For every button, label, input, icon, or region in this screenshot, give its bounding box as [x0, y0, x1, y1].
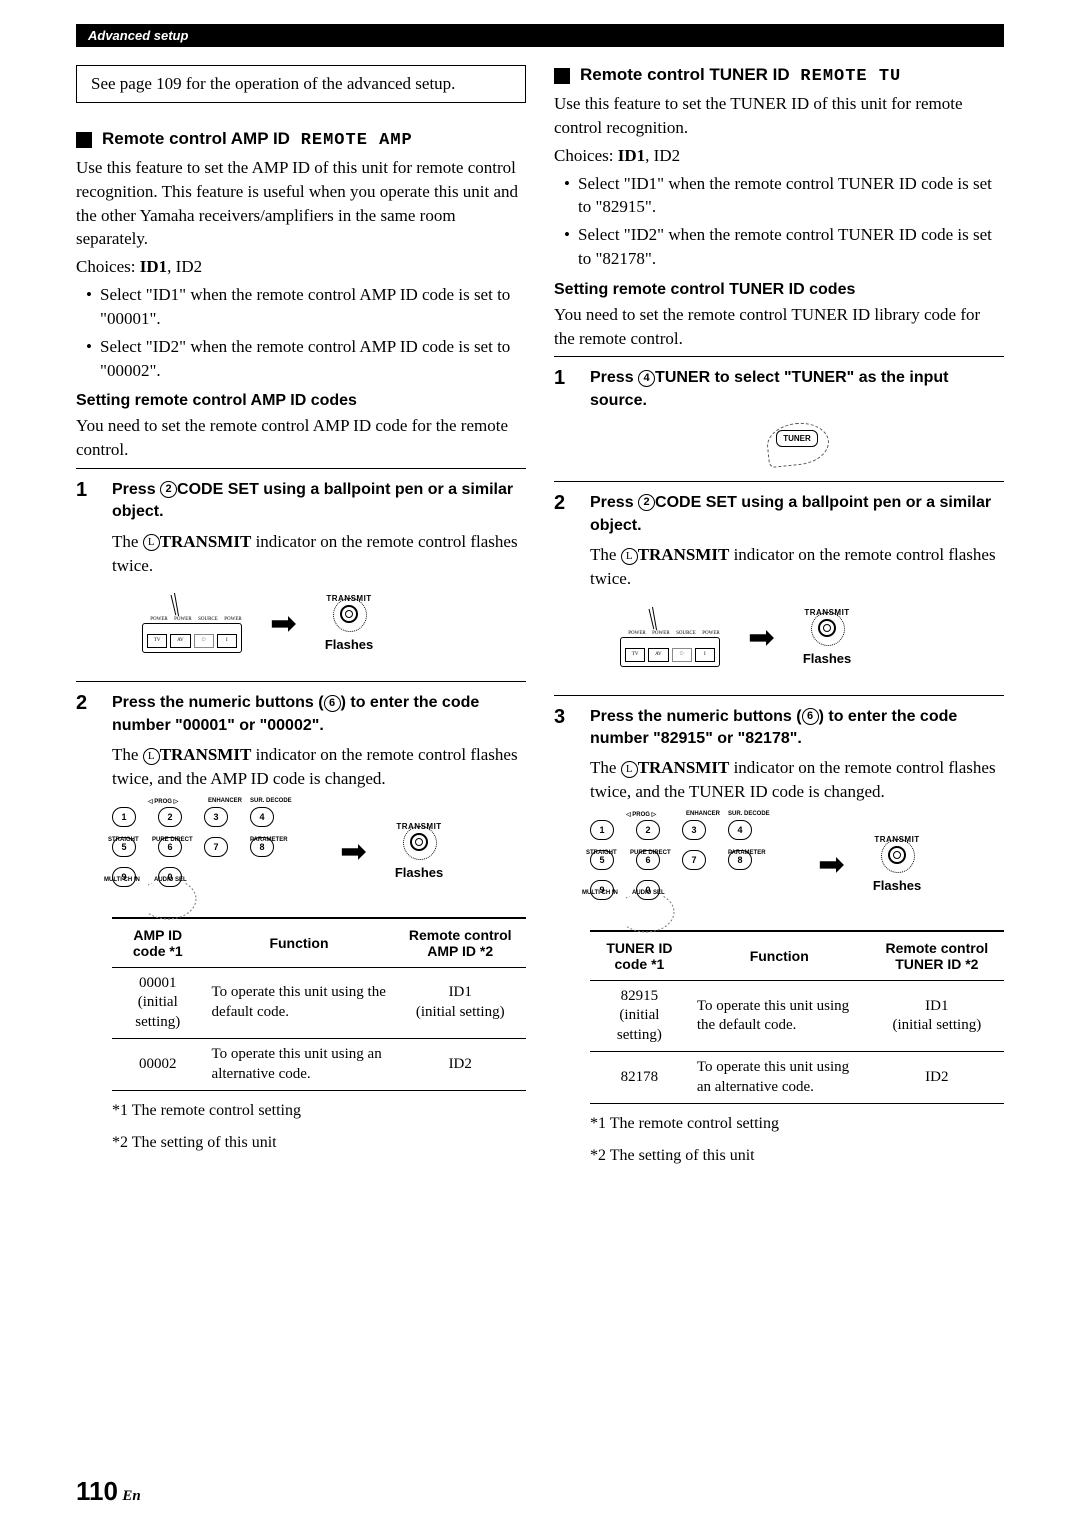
keypad-figure: ◁ PROG ▷ ENHANCER SUR. DECODE 1234 STRAI… — [590, 812, 1004, 922]
led-icon — [888, 846, 906, 864]
step-description: The LTRANSMIT indicator on the remote co… — [112, 743, 526, 791]
advanced-setup-note: See page 109 for the operation of the ad… — [76, 65, 526, 103]
step-number: 2 — [76, 692, 96, 1155]
step-number: 3 — [554, 706, 574, 1169]
table-header: Remote control TUNER ID *2 — [870, 931, 1004, 981]
bullet-item: Select "ID1" when the remote control TUN… — [564, 172, 1004, 220]
table-header: AMP ID code *1 — [112, 918, 204, 968]
table-header: Function — [689, 931, 870, 981]
numeric-keypad-icon: ◁ PROG ▷ ENHANCER SUR. DECODE 1234 STRAI… — [112, 807, 312, 895]
step-instruction: Press 4TUNER to select "TUNER" as the in… — [590, 367, 1004, 412]
step-description: The LTRANSMIT indicator on the remote co… — [590, 543, 1004, 591]
transmit-indicator: TRANSMIT Flashes — [395, 822, 443, 880]
tuner-step-2: 2 Press 2CODE SET using a ballpoint pen … — [554, 481, 1004, 678]
display-label: REMOTE TU — [800, 67, 901, 86]
device-top-panel-icon: POWERPOWERSOURCEPOWER TV AV ⏻ I — [132, 593, 242, 653]
bullet-item: Select "ID2" when the remote control TUN… — [564, 223, 1004, 271]
step-instruction: Press the numeric buttons (6) to enter t… — [590, 706, 1004, 751]
table-header: Remote control AMP ID *2 — [394, 918, 526, 968]
led-icon — [340, 605, 358, 623]
tuner-sub-body: You need to set the remote control TUNER… — [554, 303, 1004, 351]
footnote: *2 The setting of this unit — [112, 1131, 526, 1155]
keypad-figure: ◁ PROG ▷ ENHANCER SUR. DECODE 1234 STRAI… — [112, 799, 526, 909]
bullet-item: Select "ID1" when the remote control AMP… — [86, 283, 526, 331]
tuner-subheading: Setting remote control TUNER ID codes — [554, 281, 1004, 299]
arrow-icon: ➡ — [748, 621, 775, 653]
tuner-bullets: Select "ID1" when the remote control TUN… — [554, 172, 1004, 271]
amp-step-2: 2 Press the numeric buttons (6) to enter… — [76, 681, 526, 1155]
right-column: Remote control TUNER ID REMOTE TU Use th… — [554, 65, 1004, 1184]
footnote: *1 The remote control setting — [590, 1112, 1004, 1136]
arrow-icon: ➡ — [340, 835, 367, 867]
tuner-id-title: Remote control TUNER ID REMOTE TU — [554, 65, 1004, 86]
code-set-figure: POWERPOWERSOURCEPOWER TV AV ⏻ I ➡ TRANSM… — [112, 585, 526, 665]
table-row: 00001 (initial setting) To operate this … — [112, 967, 526, 1039]
step-instruction: Press 2CODE SET using a ballpoint pen or… — [590, 492, 1004, 537]
step-description: The LTRANSMIT indicator on the remote co… — [590, 756, 1004, 804]
arrow-icon: ➡ — [270, 607, 297, 639]
table-row: 00002 To operate this unit using an alte… — [112, 1039, 526, 1091]
square-icon — [554, 68, 570, 84]
tuner-chip-icon: TUNER — [776, 430, 818, 447]
content-columns: See page 109 for the operation of the ad… — [76, 65, 1004, 1184]
numeric-keypad-icon: ◁ PROG ▷ ENHANCER SUR. DECODE 1234 STRAI… — [590, 820, 790, 908]
amp-bullets: Select "ID1" when the remote control AMP… — [76, 283, 526, 382]
amp-sub-body: You need to set the remote control AMP I… — [76, 414, 526, 462]
device-top-panel-icon: POWERPOWERSOURCEPOWER TV AV ⏻ I — [610, 607, 720, 667]
tuner-id-heading: Remote control TUNER ID REMOTE TU — [580, 65, 901, 86]
amp-step-1: 1 Press 2CODE SET using a ballpoint pen … — [76, 468, 526, 665]
step-number: 2 — [554, 492, 574, 678]
table-row: 82915 (initial setting) To operate this … — [590, 980, 1004, 1052]
circle-highlight-icon — [626, 896, 686, 936]
page-number: 110 En — [76, 1476, 141, 1507]
amp-id-heading: Remote control AMP ID REMOTE AMP — [102, 129, 413, 150]
footnote: *1 The remote control setting — [112, 1099, 526, 1123]
step-instruction: Press 2CODE SET using a ballpoint pen or… — [112, 479, 526, 524]
led-icon — [410, 833, 428, 851]
amp-id-title: Remote control AMP ID REMOTE AMP — [76, 129, 526, 150]
code-set-figure: POWERPOWERSOURCEPOWER TV AV ⏻ I ➡ TRANSM… — [590, 599, 1004, 679]
amp-id-table: AMP ID code *1 Function Remote control A… — [112, 917, 526, 1092]
transmit-indicator: TRANSMIT Flashes — [803, 608, 851, 666]
amp-subheading: Setting remote control AMP ID codes — [76, 392, 526, 410]
display-label: REMOTE AMP — [301, 131, 413, 150]
step-number: 1 — [76, 479, 96, 665]
square-icon — [76, 132, 92, 148]
tuner-button-figure: TUNER — [590, 418, 1004, 465]
table-header: TUNER ID code *1 — [590, 931, 689, 981]
table-header: Function — [204, 918, 395, 968]
led-icon — [818, 619, 836, 637]
step-instruction: Press the numeric buttons (6) to enter t… — [112, 692, 526, 737]
tuner-step-1: 1 Press 4TUNER to select "TUNER" as the … — [554, 356, 1004, 465]
step-description: The LTRANSMIT indicator on the remote co… — [112, 530, 526, 578]
tuner-choices: Choices: ID1, ID2 — [554, 146, 1004, 166]
amp-choices: Choices: ID1, ID2 — [76, 257, 526, 277]
footnote: *2 The setting of this unit — [590, 1144, 1004, 1168]
tuner-id-table: TUNER ID code *1 Function Remote control… — [590, 930, 1004, 1105]
step-number: 1 — [554, 367, 574, 465]
section-header: Advanced setup — [76, 24, 1004, 47]
amp-intro: Use this feature to set the AMP ID of th… — [76, 156, 526, 251]
tuner-step-3: 3 Press the numeric buttons (6) to enter… — [554, 695, 1004, 1169]
transmit-indicator: TRANSMIT Flashes — [325, 594, 373, 652]
bullet-item: Select "ID2" when the remote control AMP… — [86, 335, 526, 383]
circle-highlight-icon — [148, 883, 208, 923]
table-row: 82178 To operate this unit using an alte… — [590, 1052, 1004, 1104]
arrow-icon: ➡ — [818, 848, 845, 880]
tuner-intro: Use this feature to set the TUNER ID of … — [554, 92, 1004, 140]
transmit-indicator: TRANSMIT Flashes — [873, 835, 921, 893]
left-column: See page 109 for the operation of the ad… — [76, 65, 526, 1184]
